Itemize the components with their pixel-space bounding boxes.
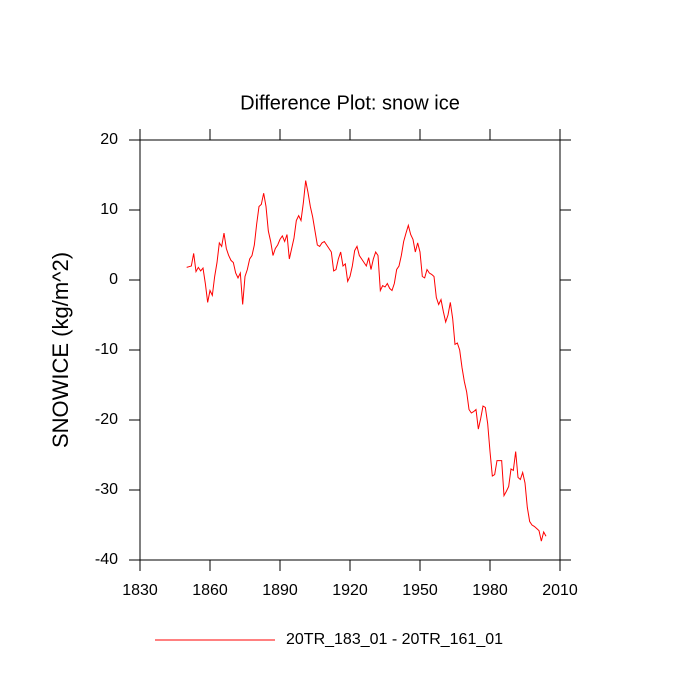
x-tick-label: 1950 [402,582,438,599]
y-tick-label: 10 [100,201,118,218]
data-line [186,180,547,542]
y-tick-label: -30 [95,481,118,498]
y-tick-label: 0 [109,271,118,288]
x-tick-label: 1860 [192,582,228,599]
x-tick-label: 1830 [122,582,158,599]
x-tick-label: 1980 [472,582,508,599]
legend-label: 20TR_183_01 - 20TR_161_01 [286,631,503,648]
x-tick-label: 1890 [262,582,298,599]
chart-title: Difference Plot: snow ice [240,92,460,114]
y-tick-label: -20 [95,411,118,428]
y-axis-label: SNOWICE (kg/m^2) [48,252,73,448]
x-tick-label: 1920 [332,582,368,599]
y-tick-label: -40 [95,551,118,568]
x-tick-label: 2010 [542,582,578,599]
y-tick-label: 20 [100,131,118,148]
y-tick-label: -10 [95,341,118,358]
plot-frame [139,139,561,561]
